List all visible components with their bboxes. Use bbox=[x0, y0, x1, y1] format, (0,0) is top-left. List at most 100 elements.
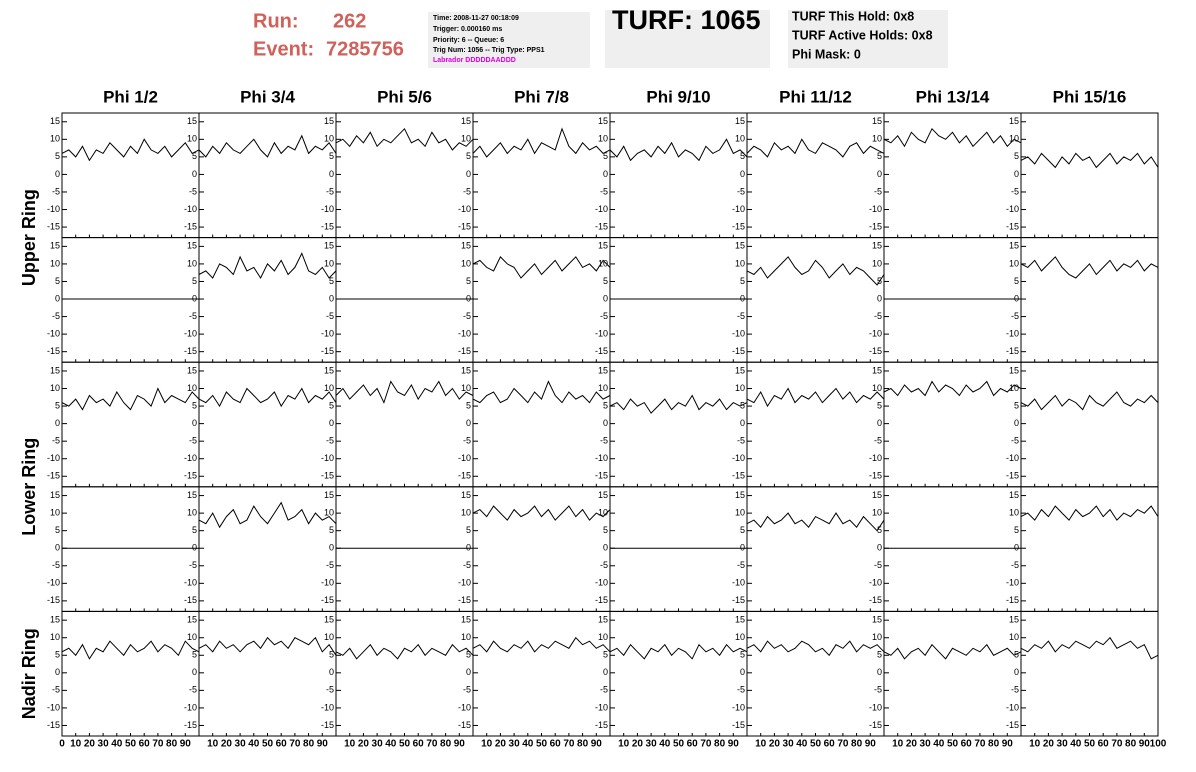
y-tick-label: 15 bbox=[461, 490, 471, 500]
y-tick-label: -5 bbox=[1011, 186, 1019, 196]
y-tick-label: -10 bbox=[321, 328, 334, 338]
y-tick-label: 0 bbox=[603, 543, 608, 553]
event-label: Event: bbox=[253, 38, 314, 60]
y-tick-label: -15 bbox=[1006, 720, 1019, 730]
y-tick-label: -10 bbox=[184, 328, 197, 338]
y-tick-label: 15 bbox=[598, 241, 608, 251]
y-tick-label: 0 bbox=[603, 667, 608, 677]
y-tick-label: 15 bbox=[872, 241, 882, 251]
y-tick-label: -5 bbox=[874, 436, 882, 446]
x-tick-label: 30 bbox=[509, 739, 521, 750]
y-tick-label: 10 bbox=[324, 258, 334, 268]
y-tick-label: -10 bbox=[732, 204, 745, 214]
y-tick-label: -5 bbox=[737, 311, 745, 321]
y-tick-label: -10 bbox=[1006, 453, 1019, 463]
y-tick-label: 10 bbox=[324, 632, 334, 642]
y-tick-label: -15 bbox=[184, 221, 197, 231]
y-tick-label: 0 bbox=[740, 418, 745, 428]
y-tick-label: -5 bbox=[189, 685, 197, 695]
y-tick-label: 5 bbox=[329, 151, 334, 161]
column-title: Phi 9/10 bbox=[646, 87, 710, 106]
y-tick-label: 10 bbox=[461, 258, 471, 268]
y-tick-label: 10 bbox=[872, 134, 882, 144]
y-tick-label: 15 bbox=[598, 116, 608, 126]
y-tick-label: -10 bbox=[595, 453, 608, 463]
panel-frame bbox=[1020, 112, 1159, 239]
y-tick-label: 0 bbox=[877, 293, 882, 303]
x-tick-label: 60 bbox=[413, 739, 425, 750]
y-tick-label: 0 bbox=[466, 543, 471, 553]
y-tick-label: 5 bbox=[192, 151, 197, 161]
y-tick-label: -5 bbox=[874, 560, 882, 570]
y-tick-label: -10 bbox=[869, 453, 882, 463]
y-tick-label: 0 bbox=[877, 543, 882, 553]
y-tick-label: -15 bbox=[869, 346, 882, 356]
trace bbox=[198, 252, 337, 280]
x-tick-label: 40 bbox=[933, 739, 945, 750]
x-tick-label: 90 bbox=[454, 739, 466, 750]
y-tick-label: 0 bbox=[877, 169, 882, 179]
y-tick-label: -5 bbox=[737, 186, 745, 196]
y-tick-label: 15 bbox=[735, 241, 745, 251]
y-tick-label: 15 bbox=[324, 365, 334, 375]
y-tick-label: 10 bbox=[461, 134, 471, 144]
column-title: Phi 13/14 bbox=[916, 87, 990, 106]
y-tick-label: 0 bbox=[1014, 418, 1019, 428]
y-tick-label: 15 bbox=[461, 365, 471, 375]
panel-frame bbox=[198, 610, 337, 737]
x-tick-label: 10 bbox=[892, 739, 904, 750]
run-label: Run: bbox=[253, 10, 299, 32]
y-tick-label: 10 bbox=[50, 507, 60, 517]
y-tick-label: -15 bbox=[184, 346, 197, 356]
y-tick-label: 0 bbox=[877, 667, 882, 677]
y-tick-label: -10 bbox=[458, 702, 471, 712]
trace bbox=[472, 256, 611, 279]
y-tick-label: -15 bbox=[458, 720, 471, 730]
x-tick-label: 60 bbox=[1098, 739, 1110, 750]
y-tick-label: -10 bbox=[184, 578, 197, 588]
y-tick-label: 0 bbox=[466, 667, 471, 677]
y-tick-label: -10 bbox=[458, 578, 471, 588]
panel-frame bbox=[472, 361, 611, 488]
y-tick-label: -15 bbox=[458, 346, 471, 356]
y-tick-label: -15 bbox=[732, 346, 745, 356]
y-tick-label: 15 bbox=[1009, 365, 1019, 375]
y-tick-label: -5 bbox=[463, 560, 471, 570]
panel-frame bbox=[609, 112, 748, 239]
y-tick-label: -10 bbox=[732, 453, 745, 463]
panel-frame bbox=[335, 486, 474, 612]
y-tick-label: -5 bbox=[326, 186, 334, 196]
y-tick-label: -15 bbox=[869, 595, 882, 605]
y-tick-label: 10 bbox=[1009, 507, 1019, 517]
y-tick-label: -10 bbox=[321, 702, 334, 712]
panel-frame bbox=[883, 361, 1022, 488]
y-tick-label: 15 bbox=[1009, 116, 1019, 126]
y-tick-label: 15 bbox=[324, 490, 334, 500]
x-tick-label: 30 bbox=[235, 739, 247, 750]
y-tick-label: 10 bbox=[1009, 258, 1019, 268]
y-tick-label: 0 bbox=[466, 169, 471, 179]
y-tick-label: 10 bbox=[50, 383, 60, 393]
panel-frame bbox=[198, 237, 337, 363]
column-title: Phi 15/16 bbox=[1053, 87, 1127, 106]
trace bbox=[746, 512, 885, 532]
x-tick-label: 80 bbox=[440, 739, 452, 750]
y-tick-label: 0 bbox=[55, 543, 60, 553]
x-tick-label: 30 bbox=[783, 739, 795, 750]
y-tick-label: 15 bbox=[1009, 490, 1019, 500]
trace bbox=[1020, 505, 1159, 521]
x-tick-label: 50 bbox=[1084, 739, 1096, 750]
y-tick-label: -15 bbox=[184, 720, 197, 730]
y-tick-label: 0 bbox=[55, 418, 60, 428]
y-tick-label: -5 bbox=[463, 186, 471, 196]
y-tick-label: 5 bbox=[329, 525, 334, 535]
y-tick-label: -5 bbox=[326, 311, 334, 321]
y-tick-label: 15 bbox=[735, 615, 745, 625]
y-tick-label: 15 bbox=[872, 365, 882, 375]
y-tick-label: 0 bbox=[740, 667, 745, 677]
y-tick-label: 5 bbox=[740, 276, 745, 286]
turf-box bbox=[605, 10, 770, 68]
x-tick-label: 90 bbox=[728, 739, 740, 750]
y-tick-label: 5 bbox=[877, 151, 882, 161]
